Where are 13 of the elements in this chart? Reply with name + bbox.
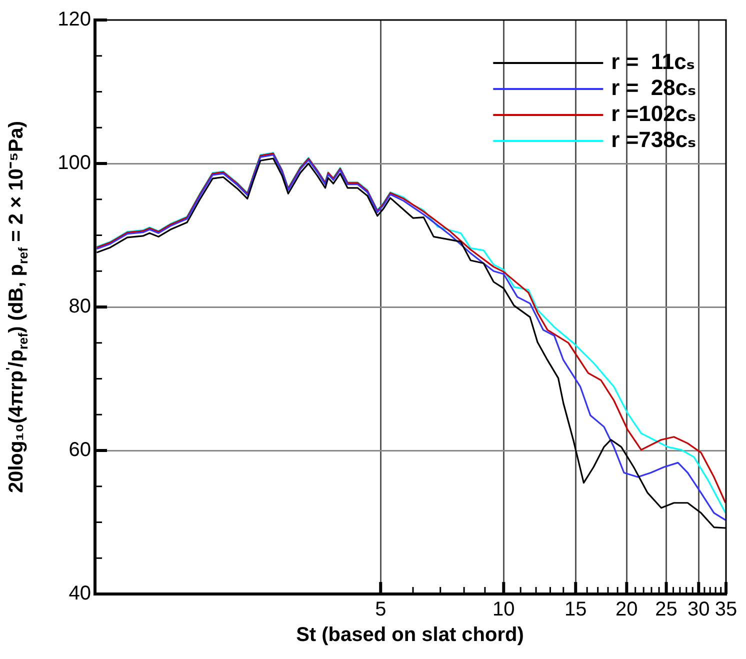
x-tick-label: 35 [714, 598, 738, 621]
x-axis-title: St (based on slat chord) [296, 624, 524, 647]
y-tick-label: 60 [68, 439, 91, 462]
y-tick-label: 120 [58, 8, 91, 31]
x-tick-label: 5 [375, 598, 386, 621]
x-tick-label: 15 [564, 598, 587, 621]
y-tick-label: 80 [68, 296, 91, 318]
x-tick-label: 25 [655, 598, 678, 621]
y-tick-label: 100 [58, 152, 91, 174]
y-tick-label: 40 [68, 582, 91, 605]
x-tick-label: 20 [616, 598, 638, 621]
x-tick-label: 30 [688, 598, 710, 621]
x-tick-label: 10 [492, 598, 515, 621]
